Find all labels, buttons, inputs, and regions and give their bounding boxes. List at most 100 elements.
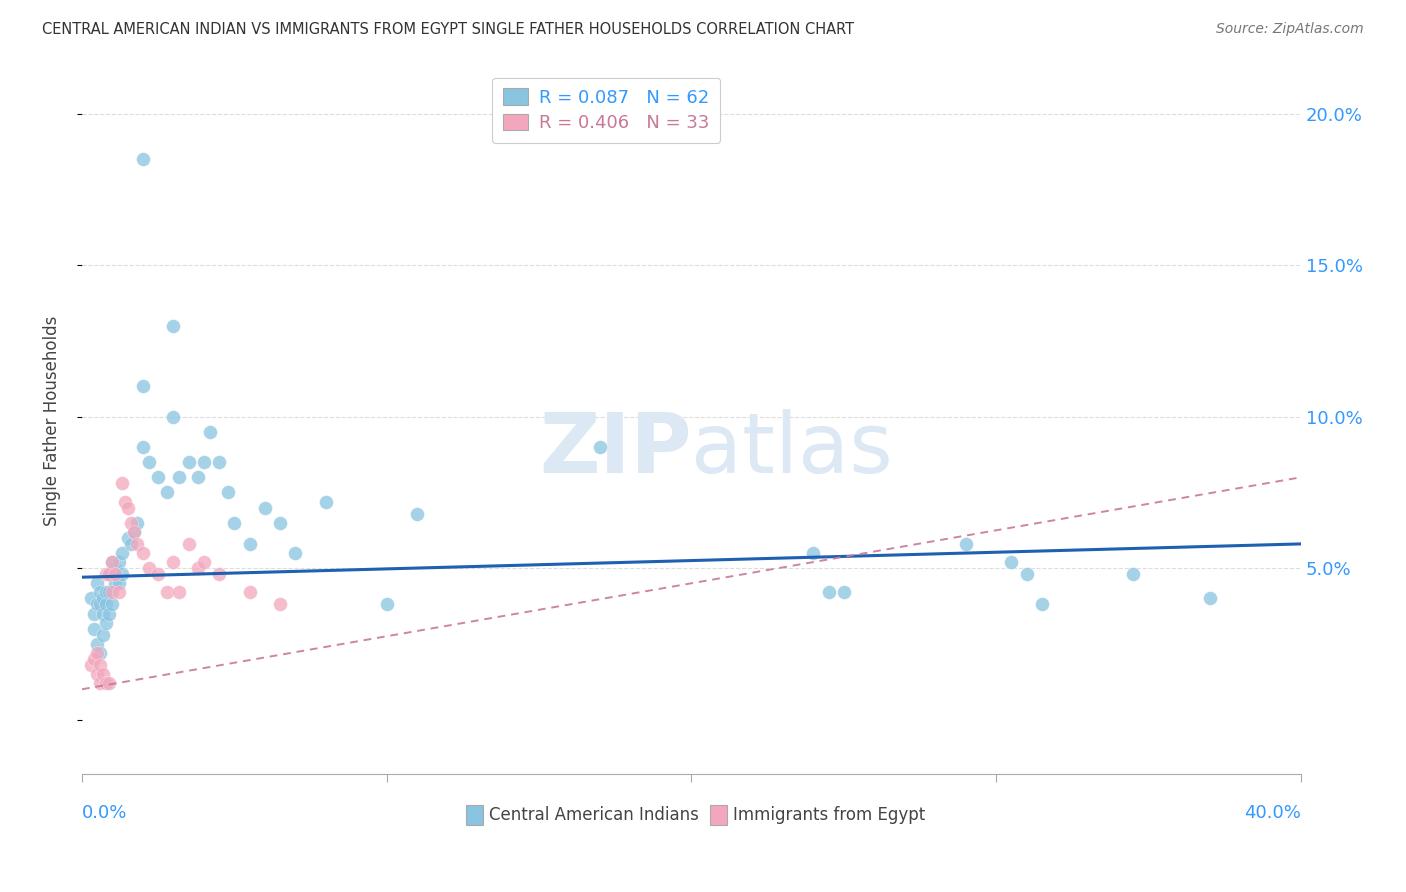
Point	[80, 658, 103, 673]
Point	[132, 379, 155, 393]
Point	[375, 598, 398, 612]
Point	[156, 585, 179, 599]
Point	[122, 524, 145, 539]
Point	[96, 615, 118, 630]
Point	[86, 646, 108, 660]
Point	[86, 576, 108, 591]
Text: 0.0%: 0.0%	[82, 805, 128, 822]
Point	[110, 546, 132, 560]
Point	[96, 585, 118, 599]
Point	[104, 576, 127, 591]
Point	[91, 628, 114, 642]
Point	[1000, 555, 1022, 569]
Point	[91, 591, 114, 606]
Point	[110, 567, 132, 582]
Y-axis label: Single Father Households: Single Father Households	[44, 316, 60, 526]
Point	[817, 585, 839, 599]
Point	[224, 516, 246, 530]
Point	[98, 607, 121, 621]
Point	[98, 567, 121, 582]
Point	[101, 555, 124, 569]
Point	[269, 516, 291, 530]
Point	[91, 607, 114, 621]
Point	[169, 585, 191, 599]
Point	[117, 531, 139, 545]
Point	[1198, 591, 1220, 606]
Point	[83, 607, 105, 621]
Point	[315, 494, 337, 508]
Point	[146, 470, 169, 484]
Point	[198, 425, 221, 439]
Point	[193, 455, 215, 469]
Point	[98, 567, 121, 582]
Point	[104, 567, 127, 582]
Point	[98, 676, 121, 690]
Point	[120, 537, 142, 551]
Point	[104, 561, 127, 575]
Point	[110, 476, 132, 491]
Point	[217, 485, 239, 500]
Point	[1015, 567, 1038, 582]
Point	[125, 516, 148, 530]
Text: Central American Indians: Central American Indians	[489, 806, 699, 824]
Point	[406, 507, 429, 521]
Point	[96, 567, 118, 582]
Point	[955, 537, 977, 551]
Point	[86, 598, 108, 612]
Point	[803, 546, 825, 560]
Point	[187, 561, 209, 575]
Point	[101, 555, 124, 569]
Point	[138, 561, 160, 575]
Point	[120, 516, 142, 530]
Point	[284, 546, 307, 560]
Point	[91, 667, 114, 681]
Point	[253, 500, 276, 515]
Point	[98, 585, 121, 599]
Point	[132, 440, 155, 454]
Point	[132, 546, 155, 560]
Point	[107, 576, 129, 591]
Point	[1031, 598, 1053, 612]
Bar	[710, 805, 727, 825]
Point	[146, 567, 169, 582]
Point	[107, 555, 129, 569]
Point	[89, 585, 111, 599]
Point	[269, 598, 291, 612]
Point	[89, 646, 111, 660]
Point	[96, 598, 118, 612]
Point	[589, 440, 612, 454]
Text: Immigrants from Egypt: Immigrants from Egypt	[733, 806, 925, 824]
Point	[114, 494, 136, 508]
Point	[101, 567, 124, 582]
Point	[1122, 567, 1144, 582]
Point	[169, 470, 191, 484]
Point	[86, 637, 108, 651]
Point	[89, 598, 111, 612]
Point	[193, 555, 215, 569]
Point	[83, 622, 105, 636]
Point	[162, 555, 184, 569]
Point	[80, 591, 103, 606]
Point	[96, 676, 118, 690]
Point	[208, 455, 231, 469]
Point	[239, 537, 262, 551]
Point	[162, 409, 184, 424]
Point	[132, 153, 155, 167]
Point	[187, 470, 209, 484]
Point	[101, 598, 124, 612]
Point	[83, 652, 105, 666]
Point	[117, 500, 139, 515]
Point	[89, 676, 111, 690]
Text: Source: ZipAtlas.com: Source: ZipAtlas.com	[1216, 22, 1364, 37]
Point	[122, 524, 145, 539]
Point	[239, 585, 262, 599]
Point	[177, 537, 200, 551]
Text: ZIP: ZIP	[538, 409, 692, 490]
Point	[208, 567, 231, 582]
Text: 40.0%: 40.0%	[1244, 805, 1301, 822]
Point	[125, 537, 148, 551]
Point	[177, 455, 200, 469]
Point	[101, 585, 124, 599]
Point	[89, 658, 111, 673]
Point	[156, 485, 179, 500]
